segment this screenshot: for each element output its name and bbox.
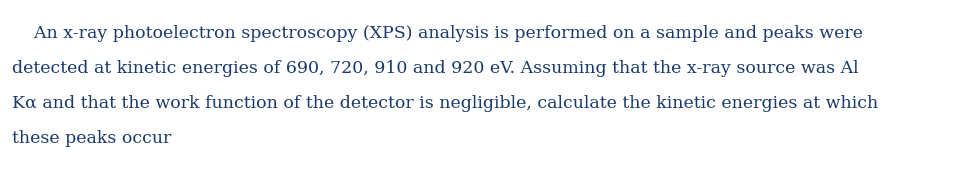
Text: detected at kinetic energies of 690, 720, 910 and 920 eV. Assuming that the x-ra: detected at kinetic energies of 690, 720… — [12, 60, 860, 77]
Text: Kα and that the work function of the detector is negligible, calculate the kinet: Kα and that the work function of the det… — [12, 95, 879, 112]
Text: An x-ray photoelectron spectroscopy (XPS) analysis is performed on a sample and : An x-ray photoelectron spectroscopy (XPS… — [12, 25, 863, 42]
Text: these peaks occur: these peaks occur — [12, 130, 172, 147]
